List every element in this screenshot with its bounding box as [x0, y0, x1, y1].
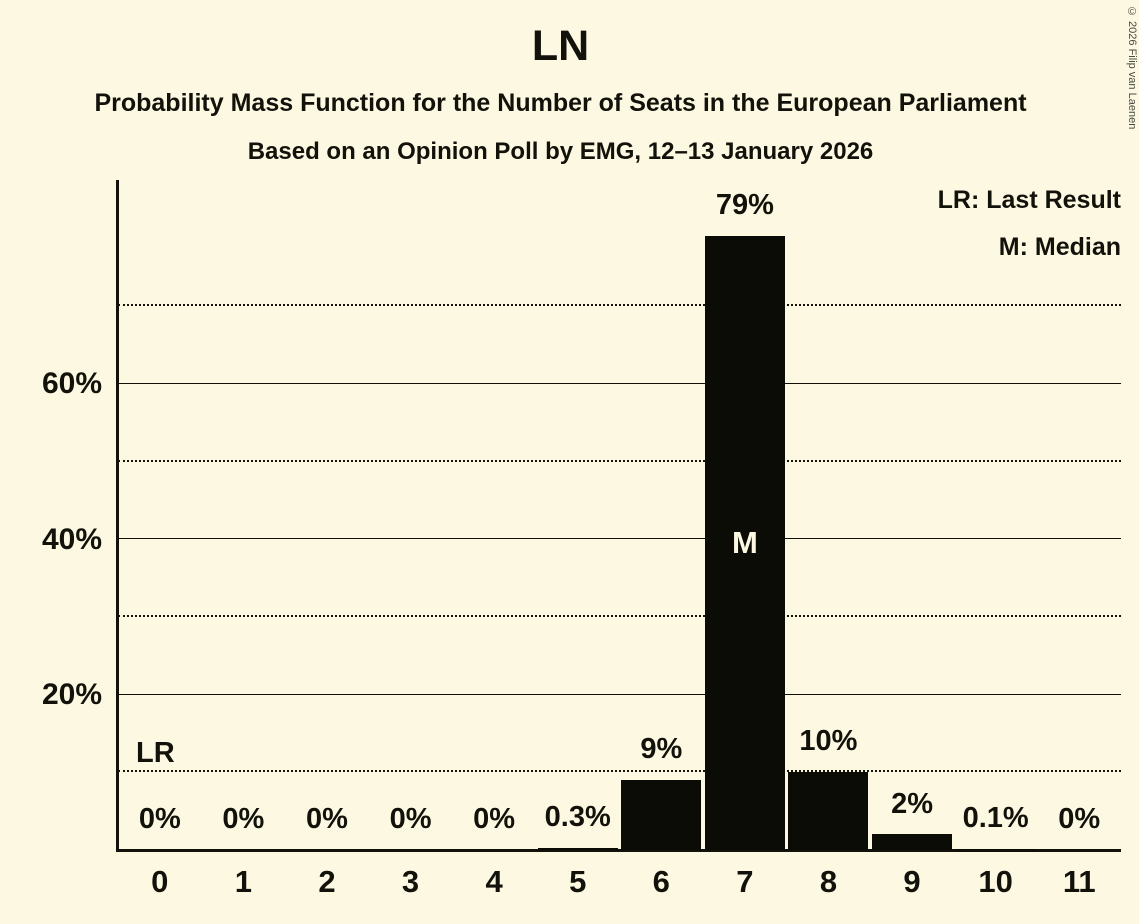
bar-value-label-seat-4: 0%: [473, 803, 516, 836]
x-axis-tick-labels: 0 1 2 3 4 5 6 7 8 9 10 11: [118, 864, 1121, 910]
bar-seat-9: [872, 834, 953, 850]
x-axis-label-4: 4: [485, 864, 503, 899]
x-axis-label-7: 7: [736, 864, 754, 899]
y-axis-tick-labels: 20% 40% 60%: [0, 182, 102, 850]
x-axis-label-8: 8: [819, 864, 838, 899]
gridline-dotted-10pct: [118, 770, 1121, 773]
legend-last-result: LR: Last Result: [937, 186, 1121, 214]
gridline-dotted-50pct: [118, 459, 1121, 462]
bar-value-label-seat-6: 9%: [640, 733, 683, 766]
legend: LR: Last Result M: Median: [938, 186, 1121, 280]
gridline-60pct: [118, 382, 1121, 384]
bar-value-label-seat-11: 0%: [1058, 803, 1101, 836]
bar-value-label-seat-0: 0%: [138, 803, 181, 836]
y-tick-label-60pct: 60%: [41, 367, 102, 401]
x-axis-label-3: 3: [401, 864, 420, 899]
x-axis-label-9: 9: [903, 864, 921, 899]
plot-area: 0% 0% 0% 0% 0% 0.3% 9% 79% 10% 2% 0.1% 0% M LR: [118, 182, 1121, 850]
y-tick-label-20pct: 20%: [41, 677, 102, 711]
y-tick-label-40pct: 40%: [41, 522, 102, 556]
bar-seat-7: [704, 236, 785, 850]
bar-value-label-seat-10: 0.1%: [962, 802, 1029, 835]
bar-value-label-seat-2: 0%: [305, 803, 348, 836]
x-axis-label-2: 2: [318, 864, 336, 899]
last-result-label: LR: [136, 737, 175, 770]
bar-value-label-seat-8: 10%: [799, 725, 858, 758]
chart-title: LN: [531, 22, 590, 70]
bar-value-label-seat-5: 0.3%: [544, 800, 611, 833]
x-axis-label-6: 6: [652, 864, 670, 899]
gridline-20pct: [118, 693, 1121, 695]
x-axis-label-5: 5: [569, 864, 587, 899]
x-axis-line: [116, 849, 1121, 852]
y-axis-line: [116, 180, 119, 852]
legend-median: M: Median: [998, 232, 1121, 261]
gridline-dotted-70pct: [118, 304, 1121, 307]
median-label: M: [731, 525, 758, 561]
gridline-40pct: [118, 538, 1121, 540]
poll-source-line: Based on an Opinion Poll by EMG, 12–13 J…: [247, 138, 874, 165]
bar-seat-8: [788, 772, 869, 850]
bar-seat-6: [621, 780, 702, 850]
chart-subtitle: Probability Mass Function for the Number…: [94, 89, 1027, 117]
x-axis-label-10: 10: [978, 864, 1013, 899]
gridline-dotted-30pct: [118, 614, 1121, 617]
bar-seat-5: [537, 847, 618, 850]
x-axis-label-0: 0: [151, 864, 169, 899]
x-axis-label-11: 11: [1062, 864, 1096, 899]
x-axis-label-1: 1: [234, 864, 252, 899]
bar-value-label-seat-9: 2%: [891, 787, 933, 820]
bar-value-label-seat-3: 0%: [389, 803, 432, 836]
copyright-note: © 2026 Filip van Laenen: [1126, 6, 1138, 130]
bar-seat-10: [955, 849, 1036, 850]
bar-value-label-seat-7: 79%: [715, 189, 774, 222]
bar-value-label-seat-1: 0%: [222, 803, 265, 836]
